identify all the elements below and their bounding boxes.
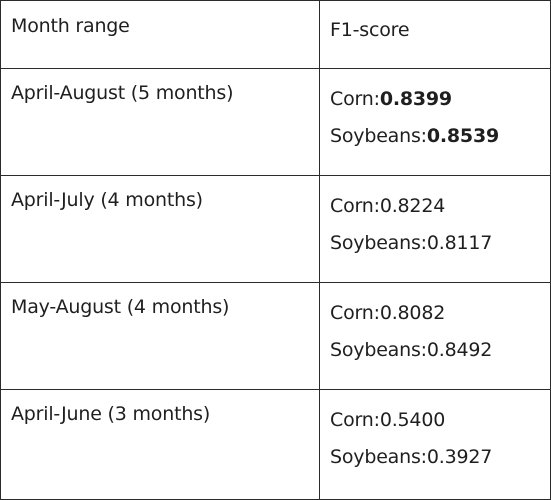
corn-label: Corn:: [330, 88, 380, 110]
header-f1-score-label: F1-score: [330, 19, 410, 41]
month-range-text: April-July (4 months): [11, 189, 203, 211]
soybeans-score-line: Soybeans:0.3927: [330, 445, 550, 482]
corn-score-line: Corn:0.8399: [330, 87, 550, 124]
header-month-range-label: Month range: [11, 15, 130, 37]
header-cell-f1-score: F1-score: [319, 0, 551, 69]
soybeans-score-value: 0.3927: [426, 446, 493, 468]
corn-score-value: 0.8082: [379, 302, 446, 324]
soybeans-label: Soybeans:: [330, 232, 427, 254]
f1-score-cell: Corn:0.5400 Soybeans:0.3927: [319, 389, 551, 500]
soybeans-label: Soybeans:: [330, 125, 427, 147]
corn-label: Corn:: [330, 409, 380, 431]
month-range-cell: April-July (4 months): [0, 175, 320, 283]
corn-label: Corn:: [330, 302, 380, 324]
corn-label: Corn:: [330, 195, 380, 217]
soybeans-label: Soybeans:: [330, 446, 427, 468]
month-range-text: May-August (4 months): [11, 296, 230, 318]
corn-score-line: Corn:0.8082: [330, 301, 550, 338]
table-row: May-August (4 months) Corn:0.8082 Soybea…: [0, 282, 551, 390]
month-range-cell: April-August (5 months): [0, 68, 320, 176]
f1-score-cell: Corn:0.8082 Soybeans:0.8492: [319, 282, 551, 390]
soybeans-score-line: Soybeans:0.8539: [330, 124, 550, 161]
table-header-row: Month range F1-score: [0, 0, 551, 69]
month-range-text: April-June (3 months): [11, 403, 211, 425]
header-cell-month-range: Month range: [0, 0, 320, 69]
month-range-cell: April-June (3 months): [0, 389, 320, 500]
soybeans-score-line: Soybeans:0.8492: [330, 338, 550, 375]
month-range-cell: May-August (4 months): [0, 282, 320, 390]
corn-score-line: Corn:0.8224: [330, 194, 550, 231]
table-row: April-August (5 months) Corn:0.8399 Soyb…: [0, 68, 551, 176]
corn-score-line: Corn:0.5400: [330, 408, 550, 445]
soybeans-score-value: 0.8492: [426, 339, 493, 361]
corn-score-value: 0.8399: [379, 88, 452, 110]
soybeans-score-line: Soybeans:0.8117: [330, 231, 550, 268]
corn-score-value: 0.8224: [379, 195, 446, 217]
soybeans-score-value: 0.8539: [426, 125, 499, 147]
f1-score-cell: Corn:0.8399 Soybeans:0.8539: [319, 68, 551, 176]
table-row: April-June (3 months) Corn:0.5400 Soybea…: [0, 389, 551, 500]
month-range-text: April-August (5 months): [11, 82, 234, 104]
soybeans-score-value: 0.8117: [426, 232, 493, 254]
f1-score-cell: Corn:0.8224 Soybeans:0.8117: [319, 175, 551, 283]
table-row: April-July (4 months) Corn:0.8224 Soybea…: [0, 175, 551, 283]
soybeans-label: Soybeans:: [330, 339, 427, 361]
corn-score-value: 0.5400: [379, 409, 446, 431]
